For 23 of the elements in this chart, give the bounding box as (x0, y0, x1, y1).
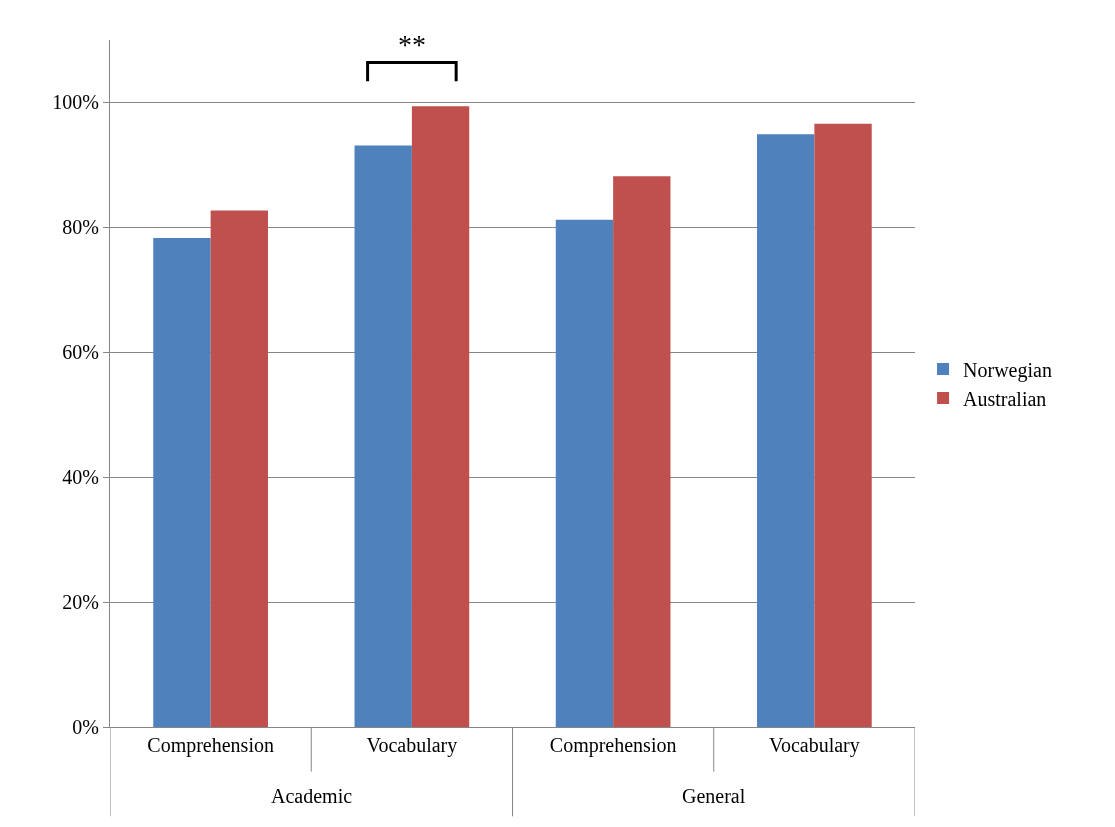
bar (411, 106, 470, 727)
x-tick-label: Comprehension (147, 734, 274, 757)
bar (555, 219, 614, 727)
text: General (682, 785, 746, 807)
y-tick-label: 0% (72, 716, 99, 738)
bar (210, 210, 268, 727)
y-tick-label: 60% (62, 341, 99, 364)
legend-label: Australian (963, 387, 1047, 410)
y-tick-label: 100% (52, 91, 99, 114)
y-tick-label: 20% (62, 591, 99, 614)
text: Academic (271, 785, 353, 807)
bar (354, 145, 412, 727)
bar (613, 176, 671, 727)
annotation: ** (398, 29, 426, 60)
bar (814, 123, 872, 727)
bar (757, 134, 815, 727)
bar (153, 237, 211, 727)
x-tick-label: Vocabulary (366, 734, 458, 757)
x-tick-label: Comprehension (549, 734, 677, 757)
x-tick-label: Vocabulary (769, 734, 860, 757)
y-tick-label: 80% (62, 216, 99, 239)
y-tick-label: 40% (62, 466, 99, 489)
legend-label: Norwegian (963, 358, 1052, 382)
